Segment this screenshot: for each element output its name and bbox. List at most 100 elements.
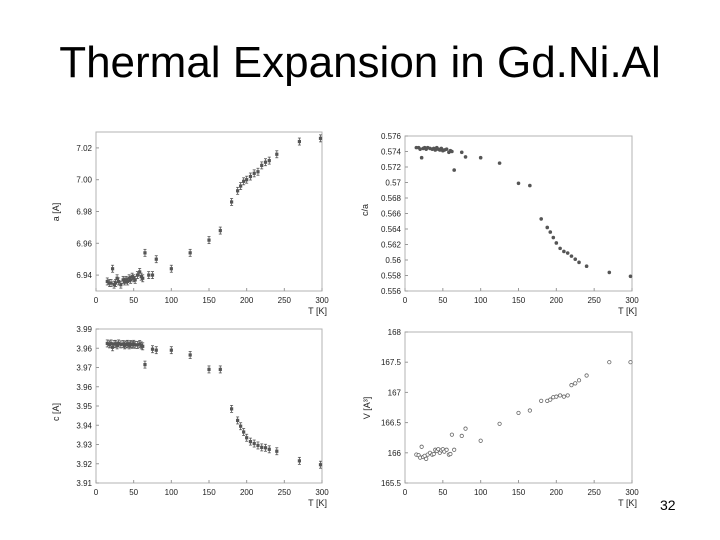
x-axis-label: T [K] — [308, 498, 327, 508]
data-point — [230, 200, 234, 204]
chart-4: 0 50 100 150 200 250 300 168 167.5 167 166.5 166 165… — [362, 328, 639, 508]
data-point — [117, 341, 121, 346]
y-tick-label: 0.556 — [381, 287, 402, 296]
data-point — [569, 383, 574, 388]
data-point — [267, 447, 271, 451]
data-point — [150, 347, 155, 351]
data-point — [419, 155, 424, 160]
data-point — [548, 397, 553, 402]
data-point — [129, 278, 133, 282]
y-tick-label: 3.95 — [76, 402, 92, 411]
data-point — [554, 241, 559, 245]
data-point — [260, 445, 264, 449]
y-axis-label: a [A] — [51, 203, 61, 222]
x-tick-label: 0 — [403, 488, 408, 497]
data-point — [169, 348, 173, 352]
data-point — [548, 230, 553, 234]
data-point — [239, 184, 243, 188]
data-point — [242, 179, 246, 183]
data-point — [218, 367, 222, 372]
data-point — [527, 408, 532, 413]
data-point — [573, 381, 578, 386]
data-point — [188, 353, 192, 357]
data-point — [318, 136, 323, 140]
data-point — [545, 225, 550, 230]
data-point — [188, 251, 192, 255]
y-tick-label: 3.92 — [76, 460, 92, 469]
data-point — [207, 367, 211, 372]
data-point — [133, 278, 137, 282]
data-point — [239, 424, 243, 428]
x-tick-label: 100 — [474, 296, 488, 305]
x-tick-label: 200 — [550, 296, 564, 305]
data-point — [105, 279, 109, 284]
y-tick-label: 0.564 — [381, 225, 402, 234]
data-point — [431, 451, 436, 457]
data-point — [497, 421, 502, 426]
y-tick-label: 3.96 — [76, 383, 92, 392]
data-point — [113, 281, 118, 285]
data-point — [141, 276, 145, 280]
data-point — [478, 155, 483, 160]
data-point — [147, 273, 151, 277]
slide-title: Thermal Expansion in Gd.Ni.Al — [59, 38, 661, 87]
page-number: 32 — [660, 497, 676, 513]
data-point — [497, 161, 502, 165]
y-tick-label: 0.558 — [381, 272, 402, 281]
data-point — [110, 267, 115, 271]
y-tick-label: 3.96 — [76, 344, 92, 353]
data-point — [452, 168, 456, 172]
x-tick-label: 300 — [625, 296, 639, 305]
x-tick-label: 250 — [278, 488, 292, 497]
data-point — [558, 246, 562, 251]
data-point — [565, 393, 570, 398]
data-point — [452, 447, 457, 452]
y-tick-label: 0.568 — [381, 194, 402, 203]
x-tick-label: 0 — [94, 296, 99, 305]
y-tick-label: 7.02 — [76, 144, 92, 153]
data-point — [607, 270, 612, 275]
x-tick-label: 200 — [550, 488, 564, 497]
plot-frame — [95, 131, 323, 292]
data-point — [115, 343, 119, 347]
data-point — [236, 418, 240, 423]
data-point — [135, 343, 140, 347]
y-tick-label: 167.5 — [381, 358, 402, 367]
data-point — [558, 393, 563, 398]
data-point — [628, 360, 633, 365]
data-point — [267, 159, 271, 163]
x-tick-label: 100 — [474, 488, 488, 497]
data-point — [539, 398, 544, 403]
data-point — [459, 433, 464, 438]
chart-3: 0 50 100 150 200 250 300 3.99 3.96 3.97 3.96 3.95 3.… — [51, 325, 329, 508]
y-tick-label: 0.572 — [381, 163, 402, 172]
y-tick-label: 167 — [388, 388, 402, 397]
data-point — [133, 343, 137, 347]
data-point — [318, 463, 323, 467]
y-tick-label: 0.57 — [385, 179, 401, 188]
data-point — [275, 152, 279, 156]
data-point — [207, 238, 211, 242]
data-point — [256, 443, 260, 448]
data-point — [252, 171, 256, 175]
data-point — [584, 264, 589, 269]
data-point — [418, 147, 422, 151]
y-tick-label: 166 — [388, 449, 402, 458]
x-tick-label: 150 — [202, 488, 216, 497]
data-point — [576, 378, 582, 383]
x-tick-label: 50 — [438, 488, 447, 497]
x-tick-label: 200 — [240, 296, 254, 305]
data-point — [444, 147, 449, 151]
x-tick-label: 150 — [512, 488, 526, 497]
y-tick-label: 6.96 — [76, 239, 92, 248]
data-point — [252, 441, 256, 446]
data-point — [218, 228, 222, 233]
data-point — [141, 344, 145, 348]
data-point — [245, 436, 249, 440]
data-point — [448, 451, 453, 457]
data-point — [463, 426, 468, 431]
x-tick-label: 0 — [403, 296, 408, 305]
data-point — [110, 345, 115, 349]
x-tick-label: 250 — [587, 488, 601, 497]
